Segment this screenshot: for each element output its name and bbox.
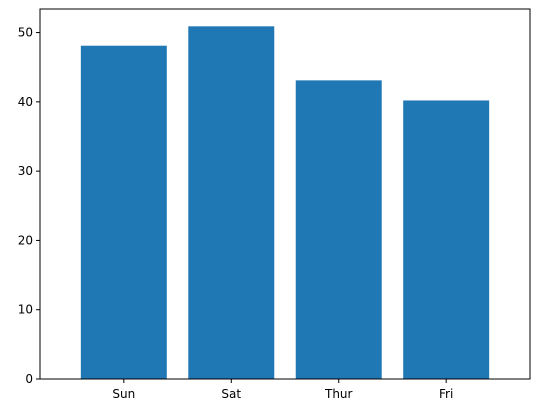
x-tick-label: Sun (112, 387, 135, 401)
y-tick-label: 30 (18, 164, 33, 178)
bar-fri (403, 100, 490, 380)
y-tick-label: 20 (18, 233, 33, 247)
x-tick-label: Thur (324, 387, 353, 401)
x-tick-label: Fri (439, 387, 453, 401)
x-tick-label: Sat (221, 387, 241, 401)
bar-sun (80, 45, 167, 380)
y-tick-label: 40 (18, 95, 33, 109)
bar-thur (295, 80, 382, 380)
y-tick-label: 10 (18, 303, 33, 317)
y-tick-label: 50 (18, 26, 33, 40)
bar-sat (188, 26, 275, 380)
plot-frame (39, 8, 531, 380)
x-axis: Sun Sat Thur Fri (112, 379, 453, 401)
y-tick-label: 0 (25, 372, 33, 386)
bars-group (80, 26, 490, 380)
y-axis: 0 10 20 30 40 50 (18, 26, 40, 386)
